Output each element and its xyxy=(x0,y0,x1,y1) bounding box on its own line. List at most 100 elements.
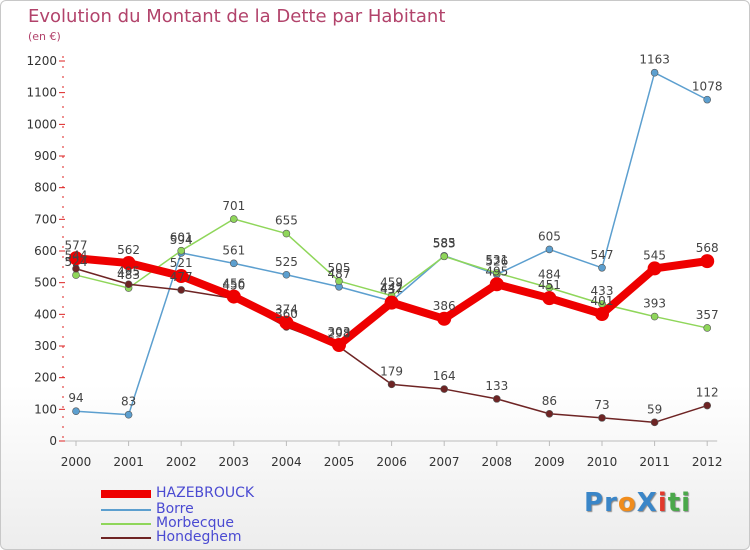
data-label-hondeghem: 112 xyxy=(696,386,719,400)
data-label-morbecque: 357 xyxy=(696,308,719,322)
data-label-borre: 442 xyxy=(380,281,403,295)
data-point-morbecque xyxy=(440,252,449,261)
data-point-hondeghem xyxy=(703,401,712,410)
data-point-hazebrouck xyxy=(489,277,504,292)
data-label-hondeghem: 450 xyxy=(222,279,245,293)
data-label-morbecque: 655 xyxy=(275,214,298,228)
unit-label: (en €) xyxy=(28,30,61,43)
x-tick-label: 2003 xyxy=(219,455,250,469)
data-label-hazebrouck: 456 xyxy=(222,277,245,291)
data-point-hondeghem xyxy=(598,414,606,422)
data-point-hazebrouck xyxy=(279,315,294,330)
data-point-borre xyxy=(545,245,554,254)
data-label-hondeghem: 73 xyxy=(594,398,609,412)
data-point-morbecque xyxy=(492,269,501,277)
x-tick-label: 2006 xyxy=(376,455,407,469)
data-point-hondeghem xyxy=(387,380,396,389)
x-tick-label: 2001 xyxy=(113,455,144,469)
data-label-morbecque: 701 xyxy=(222,199,245,213)
data-label-borre: 1163 xyxy=(639,53,670,67)
data-label-borre: 526 xyxy=(485,254,508,268)
data-point-hazebrouck xyxy=(174,269,189,284)
data-point-hazebrouck xyxy=(332,338,346,353)
y-tick-label: 600 xyxy=(34,244,57,258)
x-tick-label: 2000 xyxy=(61,455,92,469)
x-tick-label: 2004 xyxy=(271,455,302,469)
data-label-hazebrouck: 374 xyxy=(275,303,298,317)
data-label-hondeghem: 495 xyxy=(117,264,140,278)
data-point-morbecque xyxy=(703,324,712,332)
y-tick-label: 1200 xyxy=(26,54,57,68)
data-label-morbecque: 483 xyxy=(117,268,140,282)
data-label-borre: 547 xyxy=(591,248,614,262)
data-label-borre: 525 xyxy=(275,255,298,269)
y-tick-label: 100 xyxy=(34,402,57,416)
data-point-morbecque xyxy=(72,271,80,279)
data-label-hazebrouck: 545 xyxy=(643,248,666,262)
x-tick-label: 2005 xyxy=(324,455,355,469)
y-tick-label: 200 xyxy=(34,371,57,385)
logo-letter: t xyxy=(667,488,682,518)
data-point-borre xyxy=(230,259,238,268)
data-label-borre: 83 xyxy=(121,395,136,409)
legend-swatch-hondeghem xyxy=(101,537,151,539)
data-label-hazebrouck: 577 xyxy=(65,238,88,252)
legend-label-morbecque: Morbecque xyxy=(156,515,234,531)
logo-letter: i xyxy=(681,488,692,518)
logo-letter: o xyxy=(617,488,637,518)
data-point-hazebrouck xyxy=(700,254,715,269)
data-point-morbecque xyxy=(335,277,343,285)
data-point-hazebrouck xyxy=(542,291,557,306)
y-tick-label: 700 xyxy=(34,212,57,226)
data-point-morbecque xyxy=(282,229,291,238)
x-tick-label: 2002 xyxy=(166,455,197,469)
data-label-hazebrouck: 568 xyxy=(696,241,719,255)
legend-swatch-borre xyxy=(101,509,151,511)
legend-swatch-morbecque xyxy=(101,523,151,525)
data-point-hondeghem xyxy=(492,395,501,403)
x-tick-label: 2008 xyxy=(482,455,513,469)
data-point-hazebrouck xyxy=(595,307,609,322)
data-label-borre: 594 xyxy=(170,233,193,247)
data-label-hondeghem: 298 xyxy=(328,327,351,341)
data-label-borre: 605 xyxy=(538,229,561,243)
legend-label-hazebrouck: HAZEBROUCK xyxy=(156,485,255,501)
logo-letter: i xyxy=(657,488,668,518)
chart-title: Evolution du Montant de la Dette par Hab… xyxy=(28,6,446,27)
data-label-morbecque: 601 xyxy=(170,231,193,245)
legend-swatch-hazebrouck xyxy=(101,490,151,498)
data-point-hondeghem xyxy=(177,286,185,294)
data-label-hazebrouck: 451 xyxy=(538,278,561,292)
proxiti-logo: ProXiti xyxy=(584,488,691,518)
y-tick-label: 0 xyxy=(49,434,57,448)
data-point-borre xyxy=(124,410,133,419)
y-tick-label: 1100 xyxy=(26,86,57,100)
data-point-morbecque xyxy=(230,215,238,223)
data-point-hondeghem xyxy=(545,409,554,418)
data-label-hazebrouck: 521 xyxy=(170,256,193,270)
data-label-hondeghem: 179 xyxy=(380,364,403,378)
data-point-hazebrouck xyxy=(121,256,136,271)
logo-letter: P xyxy=(584,488,605,518)
data-point-morbecque xyxy=(177,246,185,255)
legend-label-borre: Borre xyxy=(156,501,194,517)
data-label-borre: 561 xyxy=(222,243,245,257)
data-point-hazebrouck xyxy=(437,311,452,326)
data-label-hondeghem: 59 xyxy=(647,402,662,416)
data-label-borre: 94 xyxy=(68,391,83,405)
data-label-morbecque: 524 xyxy=(65,255,88,269)
data-label-morbecque: 531 xyxy=(485,253,508,267)
data-label-hondeghem: 477 xyxy=(170,270,193,284)
data-point-hazebrouck xyxy=(226,289,241,304)
data-label-morbecque: 393 xyxy=(643,297,666,311)
data-label-hazebrouck: 303 xyxy=(328,325,351,339)
x-tick-label: 2010 xyxy=(587,455,618,469)
data-label-hondeghem: 164 xyxy=(433,369,456,383)
legend-label-hondeghem: Hondeghem xyxy=(156,529,242,545)
data-label-hazebrouck: 562 xyxy=(117,243,140,257)
data-label-borre: 1078 xyxy=(692,80,723,94)
data-label-hondeghem: 544 xyxy=(65,249,88,263)
y-tick-label: 1000 xyxy=(26,117,57,131)
x-tick-label: 2007 xyxy=(429,455,460,469)
